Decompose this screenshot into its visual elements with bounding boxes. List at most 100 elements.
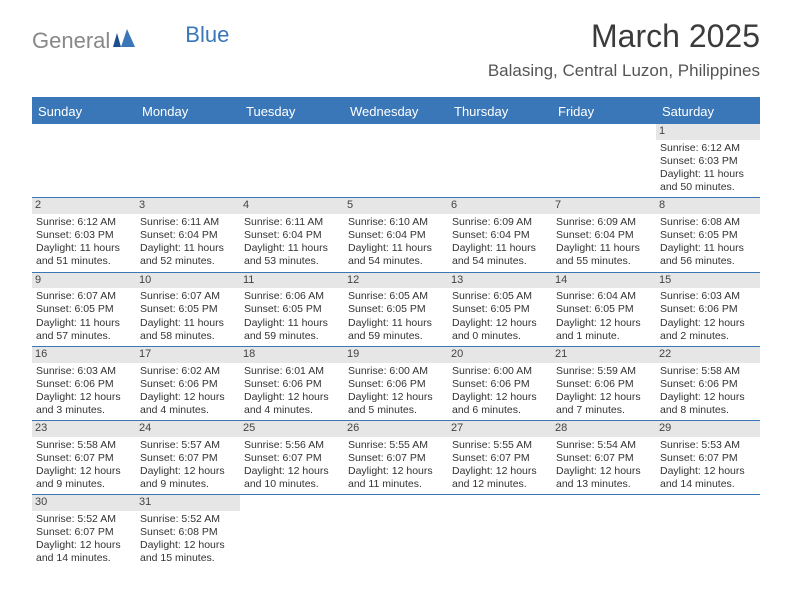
- day-number: 20: [448, 347, 552, 363]
- calendar-cell: 27Sunrise: 5:55 AMSunset: 6:07 PMDayligh…: [448, 421, 552, 494]
- cell-content: Sunrise: 6:11 AMSunset: 6:04 PMDaylight:…: [140, 216, 236, 269]
- calendar-cell: 9Sunrise: 6:07 AMSunset: 6:05 PMDaylight…: [32, 273, 136, 346]
- cell-content: Sunrise: 5:57 AMSunset: 6:07 PMDaylight:…: [140, 439, 236, 492]
- sunrise-text: Sunrise: 6:12 AM: [660, 142, 756, 155]
- day-number: 8: [656, 198, 760, 214]
- cell-content: Sunrise: 6:11 AMSunset: 6:04 PMDaylight:…: [244, 216, 340, 269]
- sunrise-text: Sunrise: 6:05 AM: [348, 290, 444, 303]
- sunset-text: Sunset: 6:04 PM: [452, 229, 548, 242]
- sunset-text: Sunset: 6:08 PM: [140, 526, 236, 539]
- cell-content: Sunrise: 5:56 AMSunset: 6:07 PMDaylight:…: [244, 439, 340, 492]
- daylight-text: Daylight: 12 hours and 13 minutes.: [556, 465, 652, 491]
- daylight-text: Daylight: 12 hours and 8 minutes.: [660, 391, 756, 417]
- daylight-text: Daylight: 12 hours and 12 minutes.: [452, 465, 548, 491]
- sunset-text: Sunset: 6:06 PM: [244, 378, 340, 391]
- sunrise-text: Sunrise: 6:07 AM: [140, 290, 236, 303]
- page-title: March 2025: [488, 18, 760, 55]
- day-header: Sunday: [32, 99, 136, 124]
- sunrise-text: Sunrise: 5:58 AM: [36, 439, 132, 452]
- daylight-text: Daylight: 12 hours and 4 minutes.: [140, 391, 236, 417]
- sunrise-text: Sunrise: 6:11 AM: [140, 216, 236, 229]
- calendar-cell: 14Sunrise: 6:04 AMSunset: 6:05 PMDayligh…: [552, 273, 656, 346]
- day-number: 18: [240, 347, 344, 363]
- calendar-cell: [448, 124, 552, 197]
- cell-content: Sunrise: 6:05 AMSunset: 6:05 PMDaylight:…: [348, 290, 444, 343]
- sunset-text: Sunset: 6:06 PM: [140, 378, 236, 391]
- calendar-cell: [136, 124, 240, 197]
- sunset-text: Sunset: 6:06 PM: [556, 378, 652, 391]
- cell-content: Sunrise: 6:12 AMSunset: 6:03 PMDaylight:…: [36, 216, 132, 269]
- sunrise-text: Sunrise: 5:53 AM: [660, 439, 756, 452]
- sunset-text: Sunset: 6:04 PM: [244, 229, 340, 242]
- sunrise-text: Sunrise: 6:12 AM: [36, 216, 132, 229]
- day-number: 24: [136, 421, 240, 437]
- daylight-text: Daylight: 11 hours and 56 minutes.: [660, 242, 756, 268]
- day-number: 6: [448, 198, 552, 214]
- sunrise-text: Sunrise: 6:01 AM: [244, 365, 340, 378]
- sunset-text: Sunset: 6:05 PM: [660, 229, 756, 242]
- sunrise-text: Sunrise: 5:56 AM: [244, 439, 340, 452]
- sunset-text: Sunset: 6:03 PM: [36, 229, 132, 242]
- sunset-text: Sunset: 6:05 PM: [140, 303, 236, 316]
- cell-content: Sunrise: 6:09 AMSunset: 6:04 PMDaylight:…: [452, 216, 548, 269]
- cell-content: Sunrise: 6:09 AMSunset: 6:04 PMDaylight:…: [556, 216, 652, 269]
- day-number: 1: [656, 124, 760, 140]
- calendar-cell: 17Sunrise: 6:02 AMSunset: 6:06 PMDayligh…: [136, 347, 240, 420]
- calendar-cell: 20Sunrise: 6:00 AMSunset: 6:06 PMDayligh…: [448, 347, 552, 420]
- day-number: 2: [32, 198, 136, 214]
- cell-content: Sunrise: 6:03 AMSunset: 6:06 PMDaylight:…: [660, 290, 756, 343]
- daylight-text: Daylight: 12 hours and 7 minutes.: [556, 391, 652, 417]
- daylight-text: Daylight: 12 hours and 10 minutes.: [244, 465, 340, 491]
- day-header: Wednesday: [344, 99, 448, 124]
- calendar-cell: 3Sunrise: 6:11 AMSunset: 6:04 PMDaylight…: [136, 198, 240, 271]
- sunrise-text: Sunrise: 6:03 AM: [36, 365, 132, 378]
- daylight-text: Daylight: 11 hours and 54 minutes.: [452, 242, 548, 268]
- calendar-cell: 4 Sunrise: 6:11 AMSunset: 6:04 PMDaylight…: [240, 198, 344, 271]
- calendar-cell: 25Sunrise: 5:56 AMSunset: 6:07 PMDayligh…: [240, 421, 344, 494]
- sunrise-text: Sunrise: 6:02 AM: [140, 365, 236, 378]
- daylight-text: Daylight: 12 hours and 14 minutes.: [660, 465, 756, 491]
- sunset-text: Sunset: 6:04 PM: [140, 229, 236, 242]
- sunset-text: Sunset: 6:03 PM: [660, 155, 756, 168]
- calendar-cell: 26Sunrise: 5:55 AMSunset: 6:07 PMDayligh…: [344, 421, 448, 494]
- day-header: Saturday: [656, 99, 760, 124]
- calendar-cell: 23Sunrise: 5:58 AMSunset: 6:07 PMDayligh…: [32, 421, 136, 494]
- cell-content: Sunrise: 5:58 AMSunset: 6:07 PMDaylight:…: [36, 439, 132, 492]
- day-number: 11: [240, 273, 344, 289]
- title-block: March 2025 Balasing, Central Luzon, Phil…: [488, 18, 760, 81]
- calendar-cell: 13Sunrise: 6:05 AMSunset: 6:05 PMDayligh…: [448, 273, 552, 346]
- sunrise-text: Sunrise: 5:58 AM: [660, 365, 756, 378]
- cell-content: Sunrise: 5:53 AMSunset: 6:07 PMDaylight:…: [660, 439, 756, 492]
- day-number: 10: [136, 273, 240, 289]
- daylight-text: Daylight: 11 hours and 51 minutes.: [36, 242, 132, 268]
- daylight-text: Daylight: 12 hours and 14 minutes.: [36, 539, 132, 565]
- calendar-cell: [240, 124, 344, 197]
- week-row: 23Sunrise: 5:58 AMSunset: 6:07 PMDayligh…: [32, 421, 760, 495]
- sunset-text: Sunset: 6:07 PM: [140, 452, 236, 465]
- calendar-cell: [240, 495, 344, 568]
- daylight-text: Daylight: 12 hours and 1 minute.: [556, 317, 652, 343]
- cell-content: Sunrise: 6:10 AMSunset: 6:04 PMDaylight:…: [348, 216, 444, 269]
- sunset-text: Sunset: 6:06 PM: [452, 378, 548, 391]
- day-number: 12: [344, 273, 448, 289]
- week-row: 9Sunrise: 6:07 AMSunset: 6:05 PMDaylight…: [32, 273, 760, 347]
- daylight-text: Daylight: 12 hours and 2 minutes.: [660, 317, 756, 343]
- cell-content: Sunrise: 5:59 AMSunset: 6:06 PMDaylight:…: [556, 365, 652, 418]
- calendar-cell: 28Sunrise: 5:54 AMSunset: 6:07 PMDayligh…: [552, 421, 656, 494]
- logo-text-gray: General: [32, 28, 110, 54]
- day-number: 19: [344, 347, 448, 363]
- sunrise-text: Sunrise: 5:54 AM: [556, 439, 652, 452]
- calendar-table: SundayMondayTuesdayWednesdayThursdayFrid…: [32, 97, 760, 569]
- cell-content: Sunrise: 6:07 AMSunset: 6:05 PMDaylight:…: [36, 290, 132, 343]
- daylight-text: Daylight: 12 hours and 0 minutes.: [452, 317, 548, 343]
- day-number: 9: [32, 273, 136, 289]
- cell-content: Sunrise: 6:03 AMSunset: 6:06 PMDaylight:…: [36, 365, 132, 418]
- daylight-text: Daylight: 12 hours and 4 minutes.: [244, 391, 340, 417]
- sunset-text: Sunset: 6:07 PM: [244, 452, 340, 465]
- day-number: 14: [552, 273, 656, 289]
- calendar-cell: 30Sunrise: 5:52 AMSunset: 6:07 PMDayligh…: [32, 495, 136, 568]
- cell-content: Sunrise: 5:52 AMSunset: 6:07 PMDaylight:…: [36, 513, 132, 566]
- day-number: 4: [240, 198, 344, 214]
- sunset-text: Sunset: 6:07 PM: [660, 452, 756, 465]
- sunset-text: Sunset: 6:05 PM: [244, 303, 340, 316]
